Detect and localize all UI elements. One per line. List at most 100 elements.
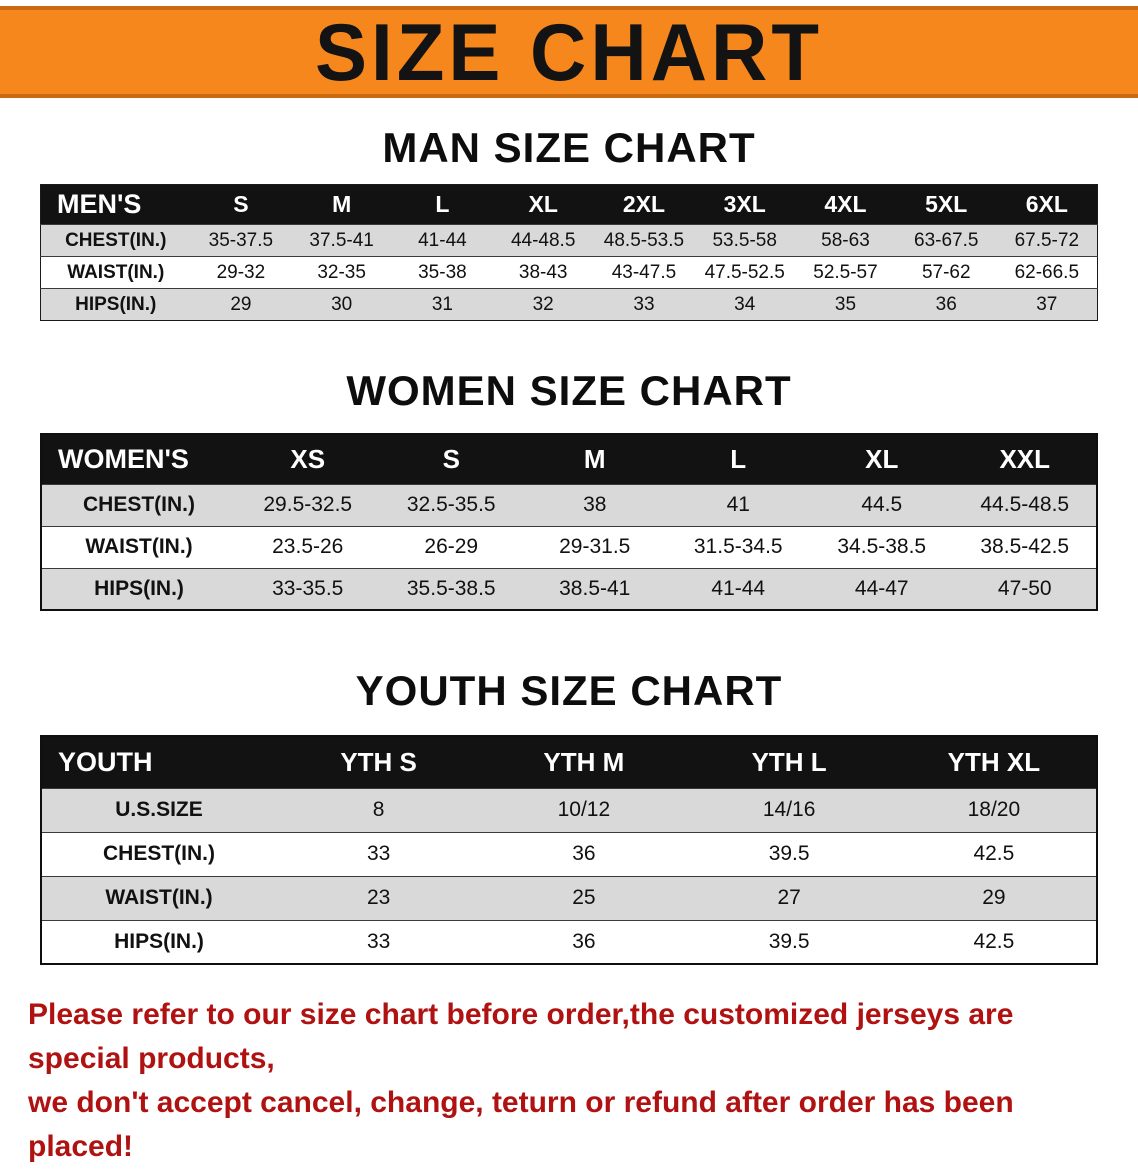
value-cell: 33: [276, 832, 482, 876]
value-cell: 32-35: [291, 256, 393, 289]
value-cell: 34: [694, 288, 796, 321]
value-cell: 38.5-42.5: [953, 526, 1097, 568]
size-header-cell: YTH L: [686, 736, 892, 788]
size-header-cell: L: [392, 184, 493, 225]
value-cell: 27: [686, 876, 892, 920]
value-cell: 41-44: [392, 224, 493, 257]
table-header-row: YOUTH YTH S YTH M YTH L YTH XL: [41, 736, 1097, 788]
table-title-cell: YOUTH: [41, 736, 276, 788]
row-label-cell: WAIST(IN.): [40, 256, 191, 289]
value-cell: 10/12: [481, 788, 687, 832]
value-cell: 29-31.5: [523, 526, 667, 568]
table-header-row: MEN'S S M L XL 2XL 3XL 4XL 5XL 6XL: [40, 184, 1098, 225]
value-cell: 38.5-41: [523, 568, 667, 610]
value-cell: 31.5-34.5: [666, 526, 810, 568]
size-chart-page: SIZE CHART MAN SIZE CHART MEN'S S M L XL 2XL 3…: [0, 6, 1138, 1163]
banner: SIZE CHART: [0, 6, 1138, 98]
table-row: CHEST(IN.) 35-37.5 37.5-41 41-44 44-48.5 48.5…: [40, 224, 1098, 257]
value-cell: 33: [276, 920, 482, 964]
value-cell: 42.5: [891, 920, 1097, 964]
size-header-cell: XL: [810, 434, 954, 484]
value-cell: 52.5-57: [795, 256, 896, 289]
value-cell: 23.5-26: [236, 526, 380, 568]
value-cell: 44.5: [810, 484, 954, 526]
value-cell: 44-47: [810, 568, 954, 610]
size-header-cell: YTH XL: [891, 736, 1097, 788]
value-cell: 35.5-38.5: [379, 568, 523, 610]
value-cell: 53.5-58: [694, 224, 796, 257]
youth-size-section: YOUTH SIZE CHART YOUTH YTH S YTH M YTH L YTH…: [0, 667, 1138, 965]
table-row: CHEST(IN.) 33 36 39.5 42.5: [41, 832, 1097, 876]
size-header-cell: YTH S: [276, 736, 482, 788]
value-cell: 8: [276, 788, 482, 832]
footer-note: Please refer to our size chart before or…: [28, 993, 1110, 1169]
value-cell: 41: [666, 484, 810, 526]
size-header-cell: XS: [236, 434, 380, 484]
size-header-cell: 5XL: [895, 184, 997, 225]
value-cell: 29-32: [190, 256, 292, 289]
table-row: WAIST(IN.) 29-32 32-35 35-38 38-43 43-47.5 47.…: [40, 256, 1098, 289]
value-cell: 36: [481, 920, 687, 964]
value-cell: 57-62: [895, 256, 997, 289]
value-cell: 29: [190, 288, 292, 321]
size-header-cell: XL: [492, 184, 594, 225]
table-row: HIPS(IN.) 33 36 39.5 42.5: [41, 920, 1097, 964]
womens-size-table: WOMEN'S XS S M L XL XXL CHEST(IN.) 29.5-32.5 32.5…: [40, 433, 1098, 611]
value-cell: 33-35.5: [236, 568, 380, 610]
value-cell: 35-38: [392, 256, 493, 289]
value-cell: 63-67.5: [895, 224, 997, 257]
size-header-cell: 3XL: [694, 184, 796, 225]
value-cell: 39.5: [686, 832, 892, 876]
value-cell: 35: [795, 288, 896, 321]
size-header-cell: L: [666, 434, 810, 484]
value-cell: 23: [276, 876, 482, 920]
row-label-cell: HIPS(IN.): [41, 920, 276, 964]
value-cell: 14/16: [686, 788, 892, 832]
size-header-cell: M: [523, 434, 667, 484]
size-header-cell: XXL: [953, 434, 1097, 484]
footer-note-line1: Please refer to our size chart before or…: [28, 998, 1014, 1075]
value-cell: 48.5-53.5: [593, 224, 695, 257]
row-label-cell: U.S.SIZE: [41, 788, 276, 832]
value-cell: 29.5-32.5: [236, 484, 380, 526]
mens-size-table: MEN'S S M L XL 2XL 3XL 4XL 5XL 6XL CHEST(IN.) 35-37…: [40, 184, 1098, 321]
size-header-cell: YTH M: [481, 736, 687, 788]
value-cell: 37: [996, 288, 1098, 321]
value-cell: 44.5-48.5: [953, 484, 1097, 526]
table-row: U.S.SIZE 8 10/12 14/16 18/20: [41, 788, 1097, 832]
row-label-cell: CHEST(IN.): [41, 484, 236, 526]
women-section-heading: WOMEN SIZE CHART: [346, 367, 792, 414]
table-row: WAIST(IN.) 23.5-26 26-29 29-31.5 31.5-34.5 34…: [41, 526, 1097, 568]
value-cell: 26-29: [379, 526, 523, 568]
value-cell: 34.5-38.5: [810, 526, 954, 568]
youth-section-heading: YOUTH SIZE CHART: [355, 667, 783, 714]
table-row: CHEST(IN.) 29.5-32.5 32.5-35.5 38 41 44.5 44.5…: [41, 484, 1097, 526]
value-cell: 42.5: [891, 832, 1097, 876]
table-row: HIPS(IN.) 33-35.5 35.5-38.5 38.5-41 41-44 44-…: [41, 568, 1097, 610]
table-row: HIPS(IN.) 29 30 31 32 33 34 35 36 37: [40, 288, 1098, 321]
table-title-cell: WOMEN'S: [41, 434, 236, 484]
value-cell: 37.5-41: [291, 224, 393, 257]
value-cell: 39.5: [686, 920, 892, 964]
value-cell: 38: [523, 484, 667, 526]
row-label-cell: CHEST(IN.): [40, 224, 191, 257]
size-header-cell: 6XL: [996, 184, 1098, 225]
value-cell: 41-44: [666, 568, 810, 610]
man-size-section: MAN SIZE CHART MEN'S S M L XL 2XL 3XL 4XL 5XL 6XL…: [0, 124, 1138, 321]
value-cell: 29: [891, 876, 1097, 920]
size-header-cell: S: [190, 184, 292, 225]
man-section-heading: MAN SIZE CHART: [382, 124, 756, 171]
table-header-row: WOMEN'S XS S M L XL XXL: [41, 434, 1097, 484]
size-header-cell: S: [379, 434, 523, 484]
value-cell: 30: [291, 288, 393, 321]
value-cell: 36: [895, 288, 997, 321]
row-label-cell: HIPS(IN.): [41, 568, 236, 610]
size-header-cell: M: [291, 184, 393, 225]
row-label-cell: HIPS(IN.): [40, 288, 191, 321]
value-cell: 35-37.5: [190, 224, 292, 257]
value-cell: 58-63: [795, 224, 896, 257]
value-cell: 32.5-35.5: [379, 484, 523, 526]
row-label-cell: CHEST(IN.): [41, 832, 276, 876]
value-cell: 43-47.5: [593, 256, 695, 289]
value-cell: 36: [481, 832, 687, 876]
